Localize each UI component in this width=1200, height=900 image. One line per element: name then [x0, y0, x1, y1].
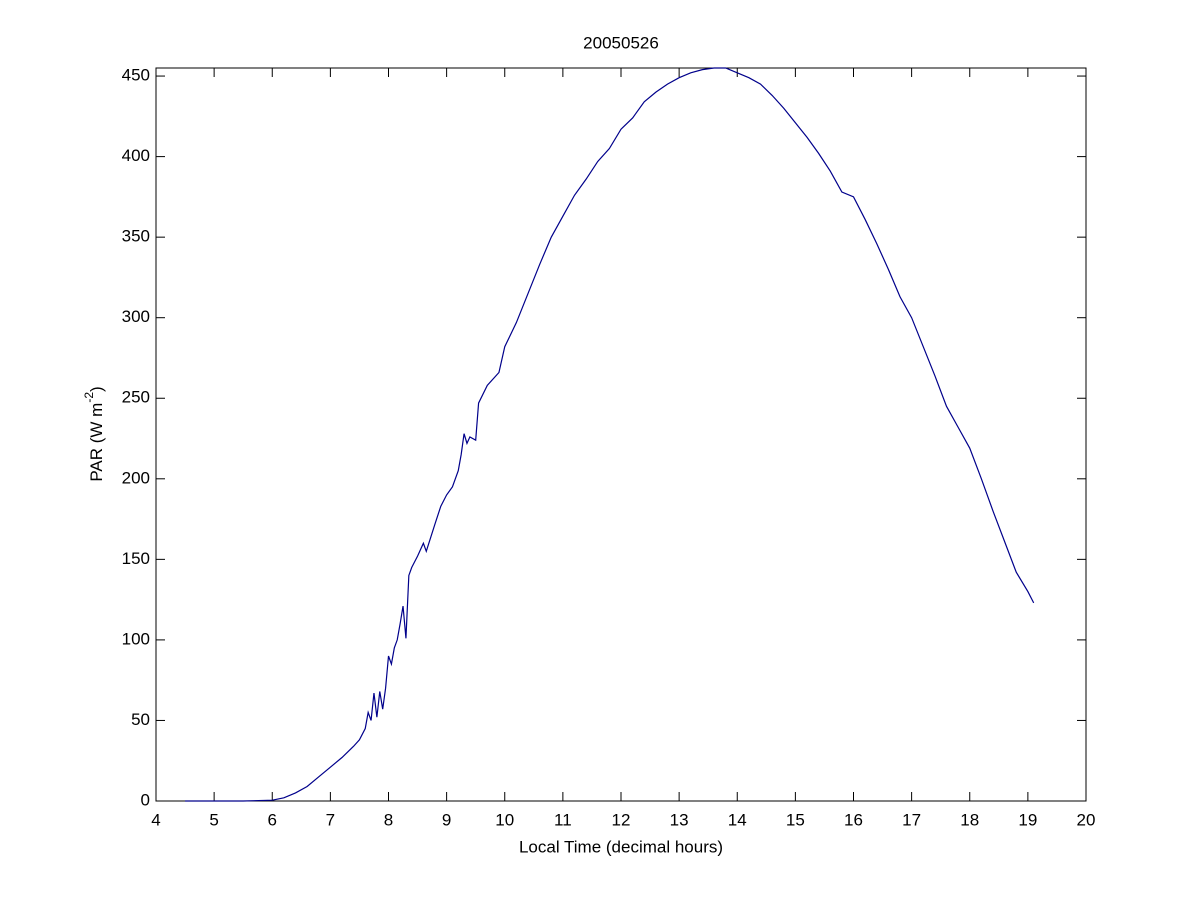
y-tick-label: 300 — [122, 307, 150, 326]
y-label-end: ) — [87, 386, 106, 392]
x-axis-label: Local Time (decimal hours) — [519, 837, 723, 856]
y-tick-label: 400 — [122, 146, 150, 165]
y-tick-label: 150 — [122, 549, 150, 568]
x-tick-label: 5 — [209, 810, 218, 829]
y-tick-label: 0 — [141, 790, 150, 809]
x-tick-label: 20 — [1077, 810, 1096, 829]
y-tick-label: 100 — [122, 629, 150, 648]
y-tick-label: 200 — [122, 468, 150, 487]
y-axis-label: PAR (W m-2) — [82, 386, 106, 481]
x-tick-label: 13 — [670, 810, 689, 829]
x-tick-label: 9 — [442, 810, 451, 829]
y-label-text: PAR (W m — [87, 403, 106, 482]
y-tick-label: 250 — [122, 388, 150, 407]
chart-title: 20050526 — [583, 33, 659, 52]
x-tick-label: 8 — [384, 810, 393, 829]
x-tick-label: 4 — [151, 810, 160, 829]
y-tick-label: 450 — [122, 66, 150, 85]
x-tick-label: 7 — [326, 810, 335, 829]
x-tick-label: 6 — [268, 810, 277, 829]
x-tick-label: 17 — [902, 810, 921, 829]
x-tick-label: 18 — [960, 810, 979, 829]
y-label-sup: -2 — [82, 392, 96, 403]
x-tick-label: 16 — [844, 810, 863, 829]
x-tick-label: 12 — [612, 810, 631, 829]
x-tick-label: 14 — [728, 810, 747, 829]
x-tick-label: 11 — [554, 810, 572, 829]
plot-frame — [155, 67, 1087, 802]
y-tick-label: 50 — [131, 710, 150, 729]
y-tick-label: 350 — [122, 227, 150, 246]
x-tick-label: 15 — [786, 810, 805, 829]
data-line — [185, 67, 1035, 802]
x-tick-label: 19 — [1018, 810, 1037, 829]
x-tick-label: 10 — [495, 810, 514, 829]
